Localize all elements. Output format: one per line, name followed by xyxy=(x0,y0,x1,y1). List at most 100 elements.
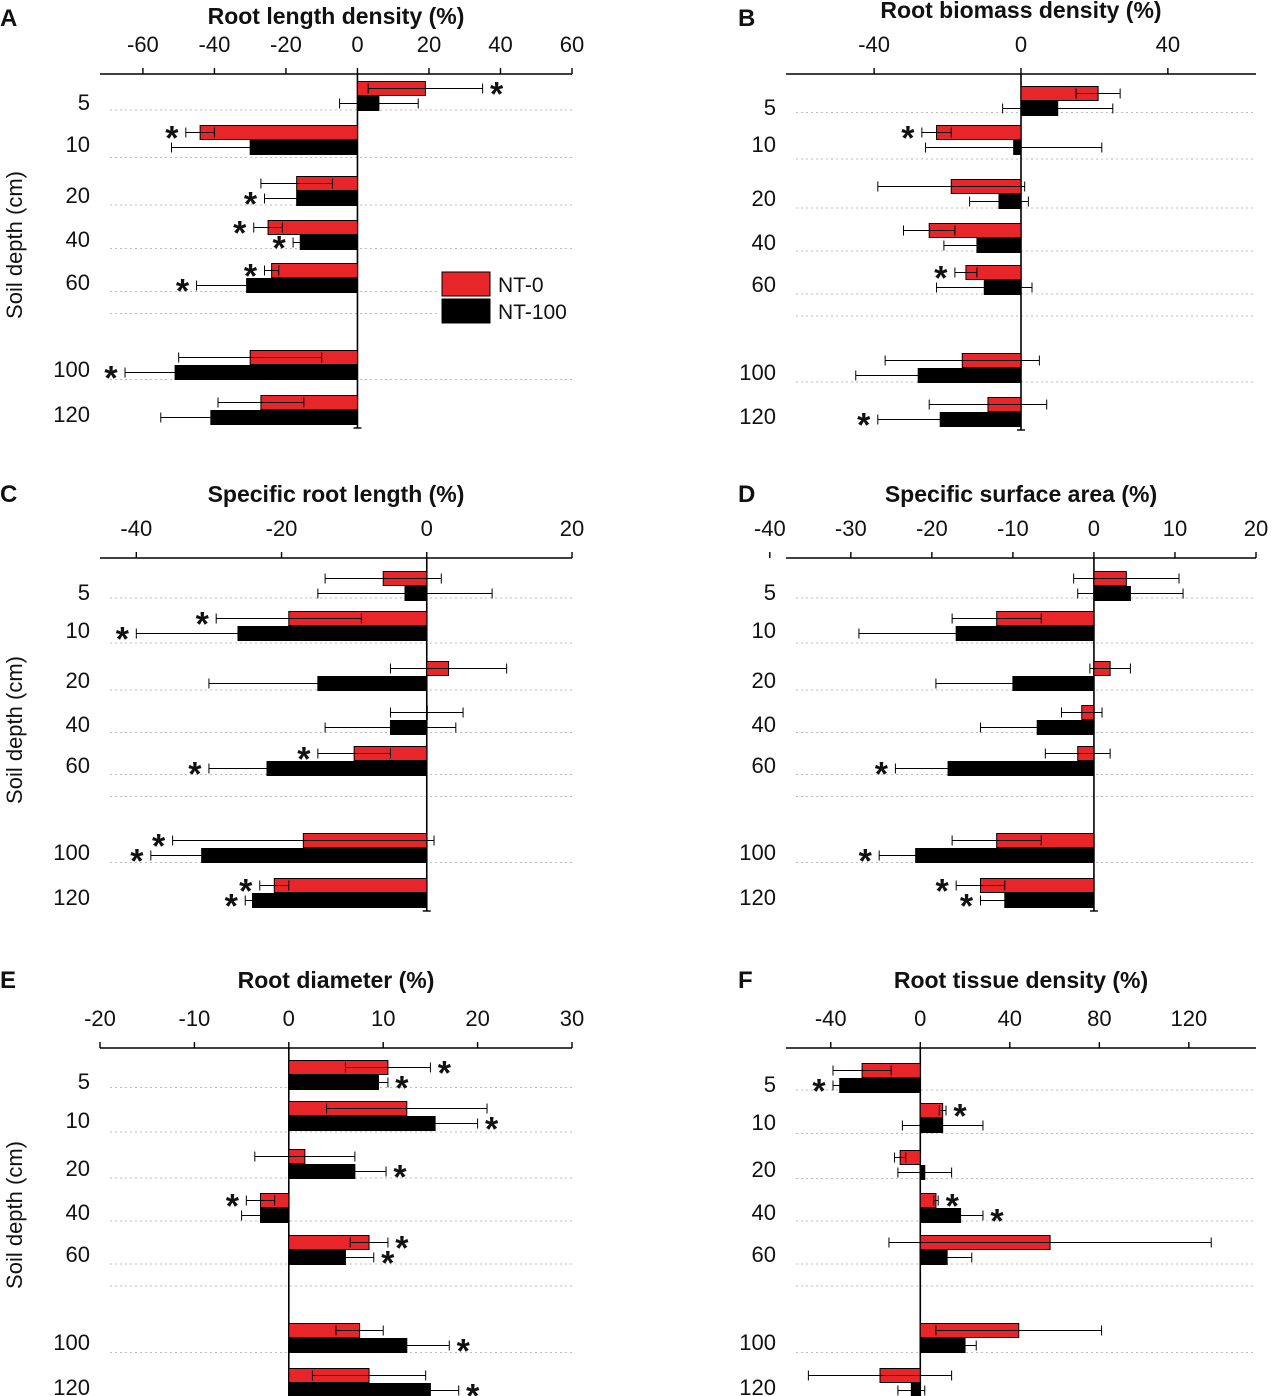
depth-label: 5 xyxy=(78,1069,90,1094)
panel-C: C Specific root length (%) Soil depth (cm)… xyxy=(0,481,584,926)
x-tick-label: -60 xyxy=(127,32,159,57)
depth-label: 20 xyxy=(752,1157,776,1182)
x-tick-label: -40 xyxy=(754,516,786,541)
depth-label: 100 xyxy=(53,357,90,382)
bar-nt-0 xyxy=(273,878,428,893)
significance-star: * xyxy=(244,186,258,224)
depth-label: 120 xyxy=(53,885,90,910)
depth-label: 5 xyxy=(78,580,90,605)
bar-nt-100 xyxy=(839,1078,921,1093)
x-tick-label: -40 xyxy=(858,32,890,57)
significance-star: * xyxy=(960,888,974,926)
x-tick-label: -20 xyxy=(916,516,948,541)
x-tick-label: -20 xyxy=(266,516,298,541)
chart-title: Root diameter (%) xyxy=(238,967,435,993)
legend: NT-0 NT-100 xyxy=(440,270,576,326)
x-tick-label: -10 xyxy=(179,1006,211,1031)
legend-swatch xyxy=(441,271,491,297)
depth-label: 100 xyxy=(53,1330,90,1355)
legend-label: NT-0 xyxy=(498,274,544,297)
depth-label: 100 xyxy=(739,1330,776,1355)
x-tick-label: 40 xyxy=(998,1006,1022,1031)
x-tick-label: 20 xyxy=(465,1006,489,1031)
significance-star: * xyxy=(233,215,247,253)
depth-label: 120 xyxy=(739,404,776,429)
significance-star: * xyxy=(152,828,166,866)
depth-label: 10 xyxy=(752,618,776,643)
depth-label: 5 xyxy=(764,580,776,605)
depth-label: 120 xyxy=(53,402,90,427)
panel-A: A Root length density (%) Soil depth (cm) -… xyxy=(0,3,584,429)
significance-star: * xyxy=(990,1203,1004,1241)
significance-star: * xyxy=(457,1333,471,1371)
y-axis-label: Soil depth (cm) xyxy=(2,656,27,804)
significance-star: * xyxy=(936,873,950,911)
chart-title: Root length density (%) xyxy=(208,3,465,29)
panel-B: B Root biomass density (%) -40 0 40 5 10 20 40 60… xyxy=(738,0,1256,445)
panel-letter: D xyxy=(738,481,755,508)
depth-label: 120 xyxy=(739,885,776,910)
depth-label: 120 xyxy=(739,1375,776,1396)
panel-letter: A xyxy=(0,5,17,32)
x-tick-label: 20 xyxy=(1244,516,1268,541)
panel-F: F Root tissue density (%) -40 0 40 80 120 5 10 20… xyxy=(738,967,1256,1396)
x-tick-label: 0 xyxy=(1088,516,1100,541)
significance-star: * xyxy=(196,606,210,644)
significance-star: * xyxy=(466,1378,480,1396)
significance-star: * xyxy=(165,120,179,158)
depth-label: 20 xyxy=(66,668,90,693)
bar-nt-100 xyxy=(251,893,428,908)
depth-label: 60 xyxy=(66,1242,90,1267)
depth-label: 10 xyxy=(66,132,90,157)
significance-star: * xyxy=(116,621,130,659)
significance-star: * xyxy=(188,756,202,794)
x-tick-label: -20 xyxy=(84,1006,116,1031)
significance-star: * xyxy=(104,360,118,398)
significance-star: * xyxy=(381,1245,395,1283)
panel-E: E Root diameter (%) Soil depth (cm) -20 -10 0… xyxy=(0,967,584,1396)
significance-star: * xyxy=(485,1111,499,1149)
significance-star: * xyxy=(953,1098,967,1136)
depth-label: 40 xyxy=(66,227,90,252)
depth-label: 20 xyxy=(66,1156,90,1181)
bar-nt-100 xyxy=(288,1075,379,1090)
x-tick-label: 0 xyxy=(1015,32,1027,57)
x-tick-label: 30 xyxy=(560,1006,584,1031)
x-tick-label: -10 xyxy=(997,516,1029,541)
depth-label: 5 xyxy=(78,90,90,115)
depth-label: 10 xyxy=(66,1108,90,1133)
x-tick-label: -40 xyxy=(815,1006,847,1031)
depth-label: 100 xyxy=(739,840,776,865)
significance-star: * xyxy=(901,120,915,158)
x-tick-label: 120 xyxy=(1170,1006,1207,1031)
panel-letter: E xyxy=(0,967,16,994)
significance-star: * xyxy=(239,873,253,911)
chart-title: Root biomass density (%) xyxy=(880,0,1161,23)
depth-label: 100 xyxy=(739,360,776,385)
depth-label: 60 xyxy=(752,1242,776,1267)
panel-letter: B xyxy=(738,5,755,32)
depth-label: 10 xyxy=(752,132,776,157)
significance-star: * xyxy=(130,843,144,881)
x-tick-label: 20 xyxy=(560,516,584,541)
significance-star: * xyxy=(272,230,286,268)
depth-label: 20 xyxy=(752,186,776,211)
chart-title: Specific root length (%) xyxy=(208,481,465,507)
x-tick-label: 0 xyxy=(914,1006,926,1031)
x-tick-label: -20 xyxy=(270,32,302,57)
bar-nt-100 xyxy=(910,1383,921,1396)
y-axis-label: Soil depth (cm) xyxy=(2,1141,27,1289)
depth-label: 40 xyxy=(752,712,776,737)
significance-star: * xyxy=(393,1159,407,1197)
panel-letter: F xyxy=(738,967,753,994)
x-tick-label: 0 xyxy=(283,1006,295,1031)
significance-star: * xyxy=(812,1073,826,1111)
x-tick-label: 20 xyxy=(417,32,441,57)
depth-label: 10 xyxy=(752,1110,776,1135)
significance-star: * xyxy=(859,843,873,881)
panel-D: D Specific surface area (%) -40 -30 -20 -10 0 1… xyxy=(738,481,1268,926)
significance-star: * xyxy=(225,888,239,926)
significance-star: * xyxy=(226,1188,240,1226)
depth-label: 5 xyxy=(764,95,776,120)
